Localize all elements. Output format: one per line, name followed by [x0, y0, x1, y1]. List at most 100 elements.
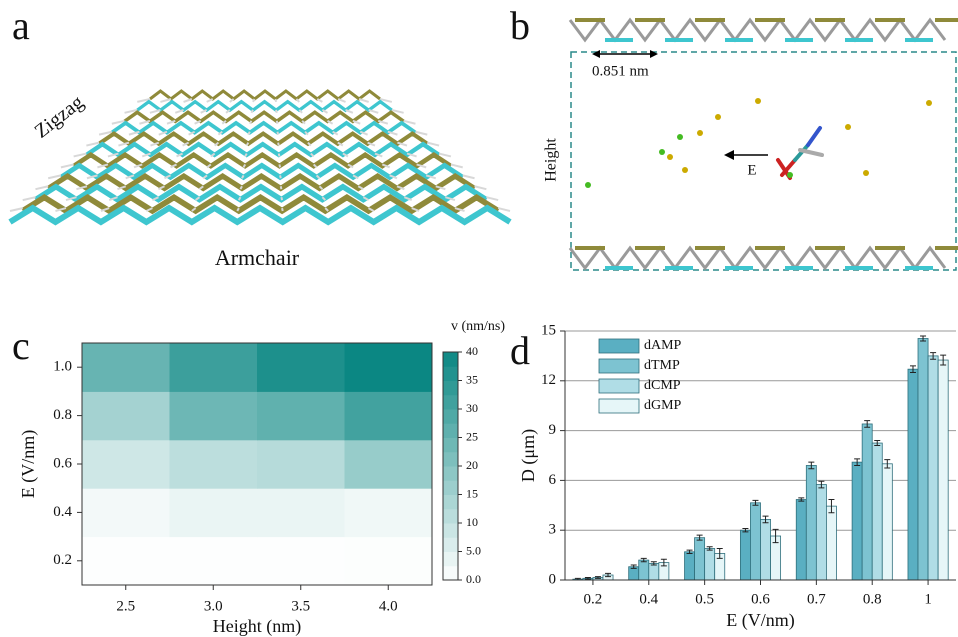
lattice-bond — [342, 152, 349, 158]
lattice-bond — [241, 174, 245, 179]
lattice-bond — [454, 207, 465, 212]
colorbar-tick-label: 30 — [466, 401, 478, 415]
lattice-bond — [195, 196, 201, 201]
field-label: E — [747, 162, 756, 178]
error-bar — [930, 352, 937, 360]
lattice-bond — [374, 152, 383, 158]
lattice-row — [149, 89, 381, 101]
error-bar — [909, 365, 916, 373]
lattice-bond — [281, 207, 284, 212]
colorbar-tick-label: 5.0 — [466, 543, 481, 557]
lattice-bond — [244, 153, 248, 157]
colorbar-tick-label: 40 — [466, 344, 478, 358]
lattice-bond — [278, 164, 282, 168]
error-bar — [696, 534, 703, 541]
lattice-bond — [214, 141, 220, 147]
lattice-bond — [160, 98, 172, 103]
lattice-bond — [415, 130, 428, 136]
bar — [815, 484, 827, 581]
colorbar-step — [443, 523, 458, 538]
x-tick-label: 0.2 — [584, 591, 603, 607]
bar — [927, 355, 939, 581]
lattice-bond — [411, 207, 420, 212]
lattice-bond — [406, 152, 417, 158]
colorbar-step — [443, 508, 458, 524]
lattice-row — [21, 193, 500, 215]
x-tick-label: 2.5 — [116, 598, 135, 614]
heat-cell — [344, 536, 433, 586]
lattice-bond — [310, 152, 315, 158]
lattice-bond — [200, 109, 208, 114]
heat-cell — [344, 343, 433, 392]
lattice-bond — [274, 98, 278, 103]
colorbar-step — [443, 466, 458, 481]
lattice-bond — [128, 130, 140, 136]
colorbar-step — [443, 537, 458, 552]
height-label: Height — [543, 138, 560, 182]
lattice-bond — [486, 196, 499, 202]
error-bar — [828, 498, 835, 514]
legend-swatch — [598, 338, 640, 354]
y-tick-label: 3 — [549, 522, 557, 538]
error-bar — [742, 528, 749, 533]
lattice-row — [72, 152, 453, 169]
lattice-bond — [139, 119, 151, 125]
molecule — [776, 126, 824, 180]
colorbar-tick-label: 20 — [466, 458, 478, 472]
lattice-bond — [236, 207, 240, 212]
lattice-bond — [279, 175, 282, 179]
lattice-bond — [358, 98, 369, 103]
zigzag-label: Zigzag — [30, 91, 87, 143]
bar — [871, 442, 883, 581]
legend-label: dGMP — [644, 398, 682, 413]
y-tick-label: 0.4 — [53, 504, 72, 520]
lattice-bond — [194, 119, 202, 125]
bar — [760, 519, 771, 581]
lattice-bond — [124, 108, 138, 114]
lattice-bond — [318, 185, 324, 190]
lattice-bond — [158, 130, 168, 136]
lattice-bond — [298, 109, 303, 114]
lattice-bond — [316, 98, 323, 103]
lattice-bond — [321, 109, 329, 114]
lattice-bond — [368, 207, 375, 212]
lattice-bond — [170, 163, 177, 169]
error-bar — [940, 354, 947, 366]
x-tick-label: 3.5 — [291, 598, 310, 614]
bar — [648, 563, 660, 581]
x-tick-label: 0.5 — [695, 591, 714, 607]
lattice-bond — [252, 98, 256, 103]
lattice-bond — [86, 174, 98, 180]
lattice-bond — [445, 196, 456, 202]
lattice-bond — [279, 186, 283, 190]
lattice-bond — [324, 207, 329, 212]
heat-cell — [82, 343, 170, 392]
lattice-bond — [397, 141, 408, 147]
lattice-bond — [188, 130, 196, 136]
lattice-row — [85, 141, 441, 158]
lattice-bond — [206, 98, 214, 103]
bar — [907, 368, 919, 581]
error-bar — [762, 515, 769, 524]
lattice-bond — [151, 196, 159, 201]
lattice-bond — [217, 130, 223, 136]
error-bar — [584, 577, 591, 580]
lattice-bond — [416, 163, 427, 169]
lattice-bond — [359, 130, 368, 136]
error-bar — [884, 459, 891, 469]
bar — [684, 551, 695, 581]
ions — [585, 98, 932, 188]
lattice-row — [59, 162, 465, 181]
lattice-row — [97, 131, 429, 147]
lattice-bond — [381, 163, 391, 169]
lattice-bond — [198, 185, 204, 190]
lattice-bond — [117, 185, 127, 191]
lattice-bond — [133, 163, 143, 169]
heat-cell — [169, 343, 258, 392]
panel-label: a — [12, 3, 30, 48]
x-tick-label: 0.7 — [807, 591, 826, 607]
colorbar-tick-label: 0.0 — [466, 572, 481, 586]
lattice-bond — [141, 152, 151, 158]
bar — [750, 502, 761, 581]
bar — [795, 499, 807, 581]
